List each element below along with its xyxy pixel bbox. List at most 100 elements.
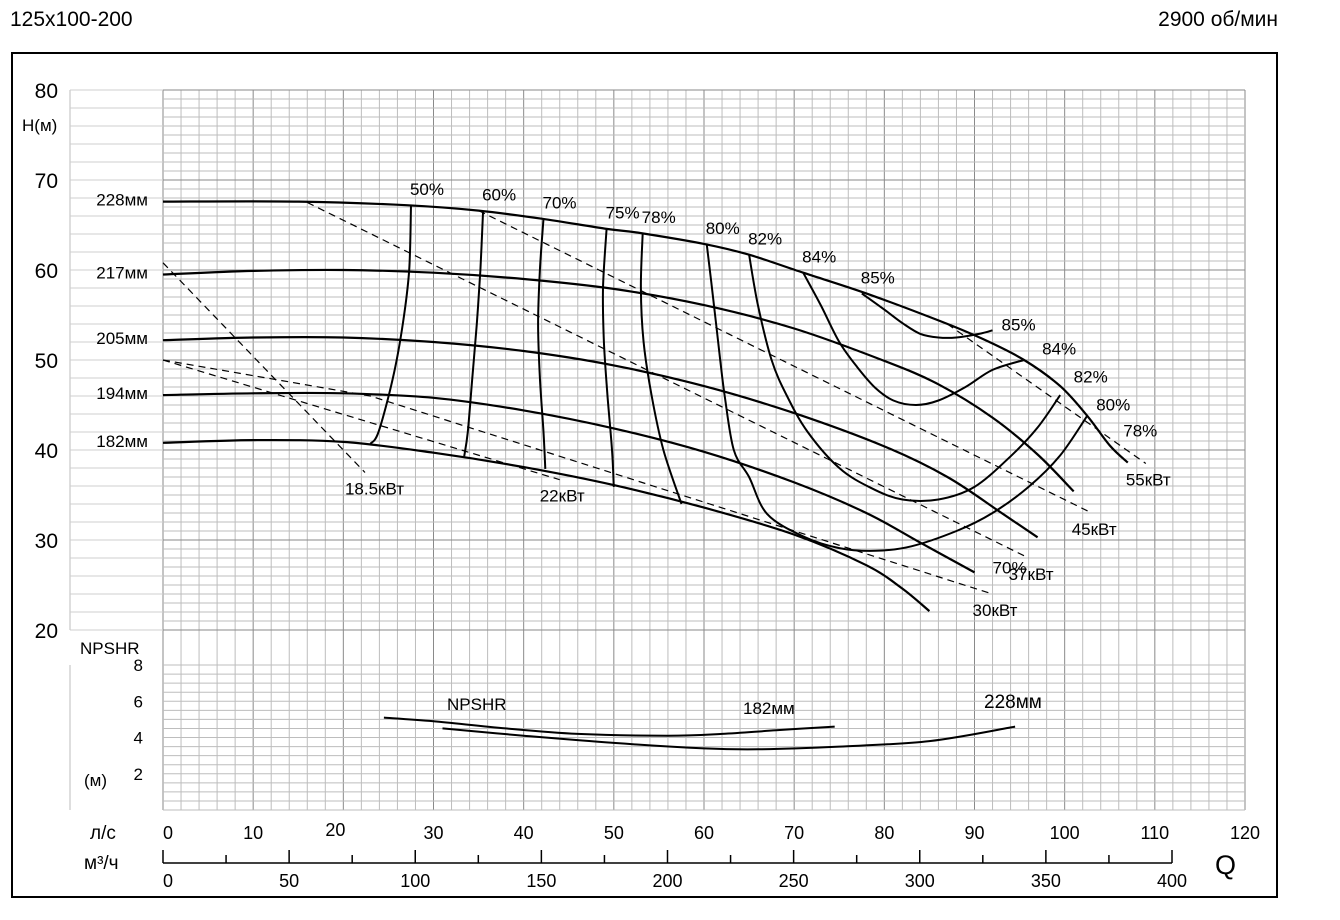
efficiency-line-50pct <box>369 205 412 445</box>
efficiency-line-70pct <box>537 218 547 469</box>
x-tick-ls-100: 100 <box>1050 823 1080 843</box>
x-tick-m3h-300: 300 <box>905 871 935 891</box>
diameter-label-217мм: 217мм <box>96 264 148 283</box>
x-axis-label: Q <box>1215 850 1236 880</box>
power-line-18-5квт <box>162 262 366 473</box>
power-label-22квт: 22кВт <box>540 487 585 506</box>
x-tick-ls-40: 40 <box>514 823 534 843</box>
npshr-curve-182мм <box>383 716 835 737</box>
efficiency-label-84pct: 84% <box>802 248 836 267</box>
npshr-label-228мм: 228мм <box>984 692 1042 713</box>
diameter-label-228мм: 228мм <box>96 191 148 210</box>
x-tick-ls-10: 10 <box>243 823 263 843</box>
y-tick-50: 50 <box>35 350 58 373</box>
x-tick-m3h-0: 0 <box>163 871 173 891</box>
head-curve-217мм <box>162 268 1075 493</box>
efficiency-line-78pct <box>639 233 683 505</box>
npshr-label-182мм: 182мм <box>743 699 795 718</box>
power-line-37квт <box>307 201 1029 559</box>
power-line-55квт <box>947 323 1147 464</box>
npshr-tick-6: 6 <box>134 692 143 711</box>
x-tick-ls-110: 110 <box>1140 823 1169 843</box>
power-label-37квт: 37кВт <box>1009 565 1054 584</box>
efficiency-line-75pct <box>601 228 615 487</box>
y-tick-80: 80 <box>35 80 58 103</box>
head-curve-182мм <box>162 438 931 612</box>
power-line-30квт <box>162 359 993 595</box>
npshr-curve-label: NPSHR <box>447 695 507 714</box>
efficiency-label-85pct: 85% <box>1002 315 1036 334</box>
axes: 20 30 40 50 60 70 80 H(м) NPSHR 2 4 6 8 (м) л/с 0 10 20 30… <box>22 80 1260 891</box>
chart-grid <box>69 89 1246 810</box>
power-label-30квт: 30кВт <box>973 601 1018 620</box>
npshr-grid <box>163 664 1245 811</box>
diameter-label-205мм: 205мм <box>96 329 148 348</box>
efficiency-label-80pct: 80% <box>1096 395 1130 414</box>
efficiency-line-84pct <box>802 272 1025 407</box>
efficiency-line-80pct <box>705 243 1089 552</box>
npshr-curve-228мм <box>442 725 1016 751</box>
x-tick-m3h-400: 400 <box>1157 871 1187 891</box>
head-curve-205мм <box>162 335 1039 539</box>
head-curve-194мм <box>162 391 976 574</box>
efficiency-label-80pct: 80% <box>706 219 740 238</box>
x-tick-ls-50: 50 <box>604 823 624 843</box>
x-tick-m3h-50: 50 <box>279 871 299 891</box>
efficiency-label-70pct: 70% <box>542 194 576 213</box>
x-unit-m3h: м³/ч <box>84 853 119 874</box>
pump-model-label: 125x100-200 <box>10 8 133 31</box>
x-unit-ls: л/с <box>90 823 116 844</box>
efficiency-line-60pct <box>463 210 485 457</box>
efficiency-label-50pct: 50% <box>410 180 444 199</box>
x-tick-m3h-100: 100 <box>400 871 430 891</box>
rotation-speed-label: 2900 об/мин <box>1158 8 1278 31</box>
y-tick-20: 20 <box>35 620 58 643</box>
x-tick-ls-20: 20 <box>325 820 345 840</box>
x-tick-ls-80: 80 <box>874 823 894 843</box>
power-label-18-5квт: 18.5кВт <box>345 480 404 499</box>
x-tick-ls-60: 60 <box>694 823 714 843</box>
efficiency-line-85pct <box>861 292 993 339</box>
x-tick-m3h-200: 200 <box>652 871 682 891</box>
head-curve-228мм <box>162 200 1129 464</box>
y-tick-70: 70 <box>35 170 58 193</box>
diameter-label-194мм: 194мм <box>96 384 148 403</box>
efficiency-lines: 50% 60% 70%75% 78%80%82%84%85%85%84%82%80%7… <box>369 180 1157 577</box>
efficiency-label-84pct: 84% <box>1042 340 1076 359</box>
npshr-tick-4: 4 <box>134 729 143 748</box>
npshr-axis-title: NPSHR <box>80 639 140 658</box>
efficiency-label-82pct: 82% <box>1074 368 1108 387</box>
power-label-45квт: 45кВт <box>1072 520 1117 539</box>
npshr-unit: (м) <box>84 771 107 790</box>
y-tick-30: 30 <box>35 530 58 553</box>
x-tick-ls-90: 90 <box>964 823 984 843</box>
chart-frame <box>11 52 1278 898</box>
y-tick-60: 60 <box>35 260 58 283</box>
x-tick-ls-30: 30 <box>423 823 443 843</box>
efficiency-label-70pct: 70% <box>993 558 1027 577</box>
efficiency-label-82pct: 82% <box>748 230 782 249</box>
x-tick-ls-0: 0 <box>163 823 173 843</box>
y-axis-label: H(м) <box>22 116 57 135</box>
x-tick-ls-120: 120 <box>1230 823 1260 843</box>
x-tick-m3h-350: 350 <box>1031 871 1061 891</box>
power-line-22квт <box>162 359 560 481</box>
efficiency-label-75pct: 75% <box>606 204 640 223</box>
power-lines: 18.5кВт 22кВт 30кВт 37кВт 45кВт 55кВт <box>162 201 1171 620</box>
x-tick-ls-70: 70 <box>784 823 804 843</box>
power-line-45квт <box>478 210 1092 514</box>
x-tick-m3h-150: 150 <box>526 871 556 891</box>
npshr-tick-2: 2 <box>134 765 143 784</box>
efficiency-label-60pct: 60% <box>482 186 516 205</box>
x-tick-m3h-250: 250 <box>779 871 809 891</box>
efficiency-label-78pct: 78% <box>642 208 676 227</box>
head-curves: 228мм 217мм 205мм 194мм 182мм <box>96 191 1129 612</box>
y-tick-40: 40 <box>35 440 58 463</box>
efficiency-label-78pct: 78% <box>1123 422 1157 441</box>
npshr-curves: NPSHR 182мм 228мм <box>383 692 1042 751</box>
power-label-55квт: 55кВт <box>1126 471 1171 490</box>
efficiency-line-82pct <box>748 254 1062 502</box>
efficiency-label-85pct: 85% <box>861 268 895 287</box>
npshr-tick-8: 8 <box>134 656 143 675</box>
